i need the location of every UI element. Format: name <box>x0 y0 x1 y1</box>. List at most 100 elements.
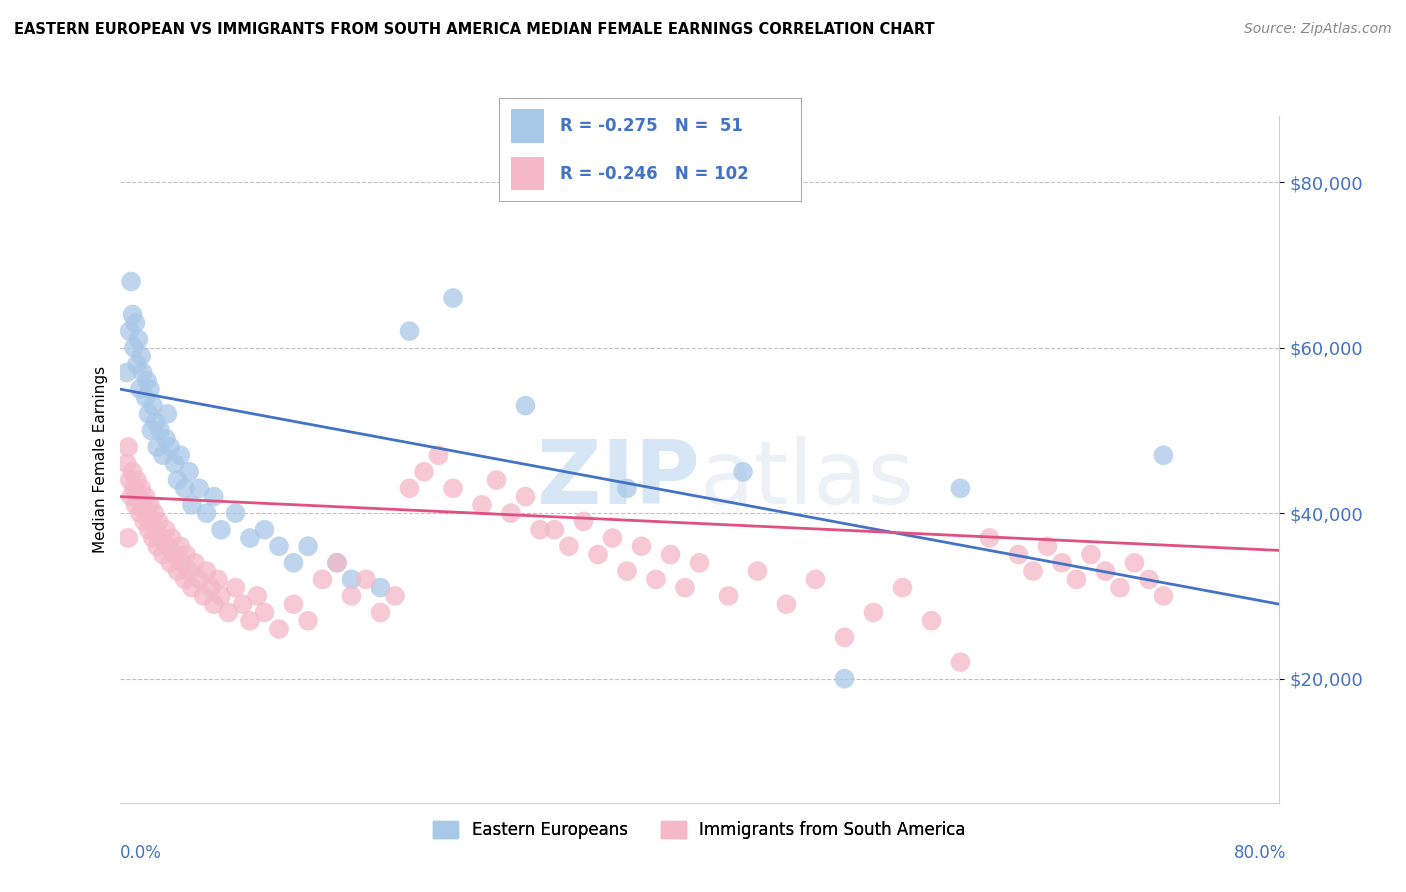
Point <box>413 465 436 479</box>
Point <box>354 573 377 587</box>
Point <box>136 374 159 388</box>
Point <box>202 490 225 504</box>
Point <box>173 481 195 495</box>
Point <box>485 473 508 487</box>
Point <box>160 531 183 545</box>
Point <box>118 324 141 338</box>
Text: Source: ZipAtlas.com: Source: ZipAtlas.com <box>1244 22 1392 37</box>
Point <box>124 316 146 330</box>
Point <box>149 424 172 438</box>
Point <box>124 498 146 512</box>
Point <box>179 465 201 479</box>
Point <box>139 382 162 396</box>
Point <box>141 515 163 529</box>
Point <box>143 506 166 520</box>
Point <box>156 407 179 421</box>
Point <box>127 490 149 504</box>
Point <box>179 564 201 578</box>
Point <box>267 622 290 636</box>
Point <box>148 515 170 529</box>
Point <box>441 291 464 305</box>
Point <box>586 548 609 562</box>
Text: 80.0%: 80.0% <box>1234 844 1286 862</box>
Point <box>136 506 159 520</box>
Point <box>169 448 191 462</box>
Point <box>775 597 797 611</box>
Point <box>146 539 169 553</box>
Point <box>616 481 638 495</box>
Point <box>370 581 392 595</box>
Point <box>115 366 138 380</box>
Point <box>297 539 319 553</box>
Point <box>209 589 232 603</box>
Point <box>138 523 160 537</box>
Point <box>225 581 247 595</box>
Point <box>529 523 551 537</box>
Point <box>543 523 565 537</box>
Point <box>673 581 696 595</box>
Point <box>146 440 169 454</box>
Point <box>1066 573 1088 587</box>
Bar <box>512 110 544 144</box>
Point <box>340 589 363 603</box>
Point <box>232 597 254 611</box>
Point <box>117 440 139 454</box>
Point <box>340 573 363 587</box>
Text: EASTERN EUROPEAN VS IMMIGRANTS FROM SOUTH AMERICA MEDIAN FEMALE EARNINGS CORRELA: EASTERN EUROPEAN VS IMMIGRANTS FROM SOUT… <box>14 22 935 37</box>
Point <box>1050 556 1073 570</box>
Point <box>384 589 406 603</box>
Point <box>121 308 143 322</box>
Point <box>155 523 177 537</box>
Point <box>200 581 222 595</box>
Point <box>195 564 218 578</box>
Point <box>267 539 290 553</box>
Point <box>193 589 215 603</box>
Point <box>862 606 884 620</box>
Point <box>122 341 145 355</box>
Point <box>141 424 163 438</box>
Point <box>122 481 145 495</box>
Point <box>125 357 148 371</box>
Point <box>152 448 174 462</box>
Text: ZIP: ZIP <box>537 436 700 524</box>
Point <box>181 498 204 512</box>
Point <box>181 581 204 595</box>
Point <box>283 556 305 570</box>
Point <box>1153 448 1175 462</box>
Point <box>188 573 211 587</box>
Point <box>169 539 191 553</box>
Point <box>132 498 155 512</box>
Point <box>602 531 624 545</box>
Point <box>139 498 162 512</box>
Point <box>1022 564 1045 578</box>
Point <box>145 415 167 429</box>
Point <box>239 614 262 628</box>
Point <box>170 556 193 570</box>
Point <box>441 481 464 495</box>
Point <box>195 506 218 520</box>
Point <box>471 498 494 512</box>
Point <box>156 539 179 553</box>
Point <box>159 440 181 454</box>
Point <box>217 606 239 620</box>
Text: R = -0.275   N =  51: R = -0.275 N = 51 <box>560 118 742 136</box>
Point <box>117 531 139 545</box>
Point <box>326 556 349 570</box>
Point <box>142 399 165 413</box>
Point <box>1153 589 1175 603</box>
Point <box>834 672 856 686</box>
Point <box>166 564 188 578</box>
Point <box>979 531 1001 545</box>
Point <box>120 275 142 289</box>
Point <box>297 614 319 628</box>
Point <box>515 490 537 504</box>
Point <box>142 531 165 545</box>
Point <box>659 548 682 562</box>
Point <box>120 490 142 504</box>
Point <box>163 457 186 471</box>
Point <box>311 573 333 587</box>
Point <box>515 399 537 413</box>
Point <box>499 506 522 520</box>
Point <box>202 597 225 611</box>
Point <box>572 515 595 529</box>
